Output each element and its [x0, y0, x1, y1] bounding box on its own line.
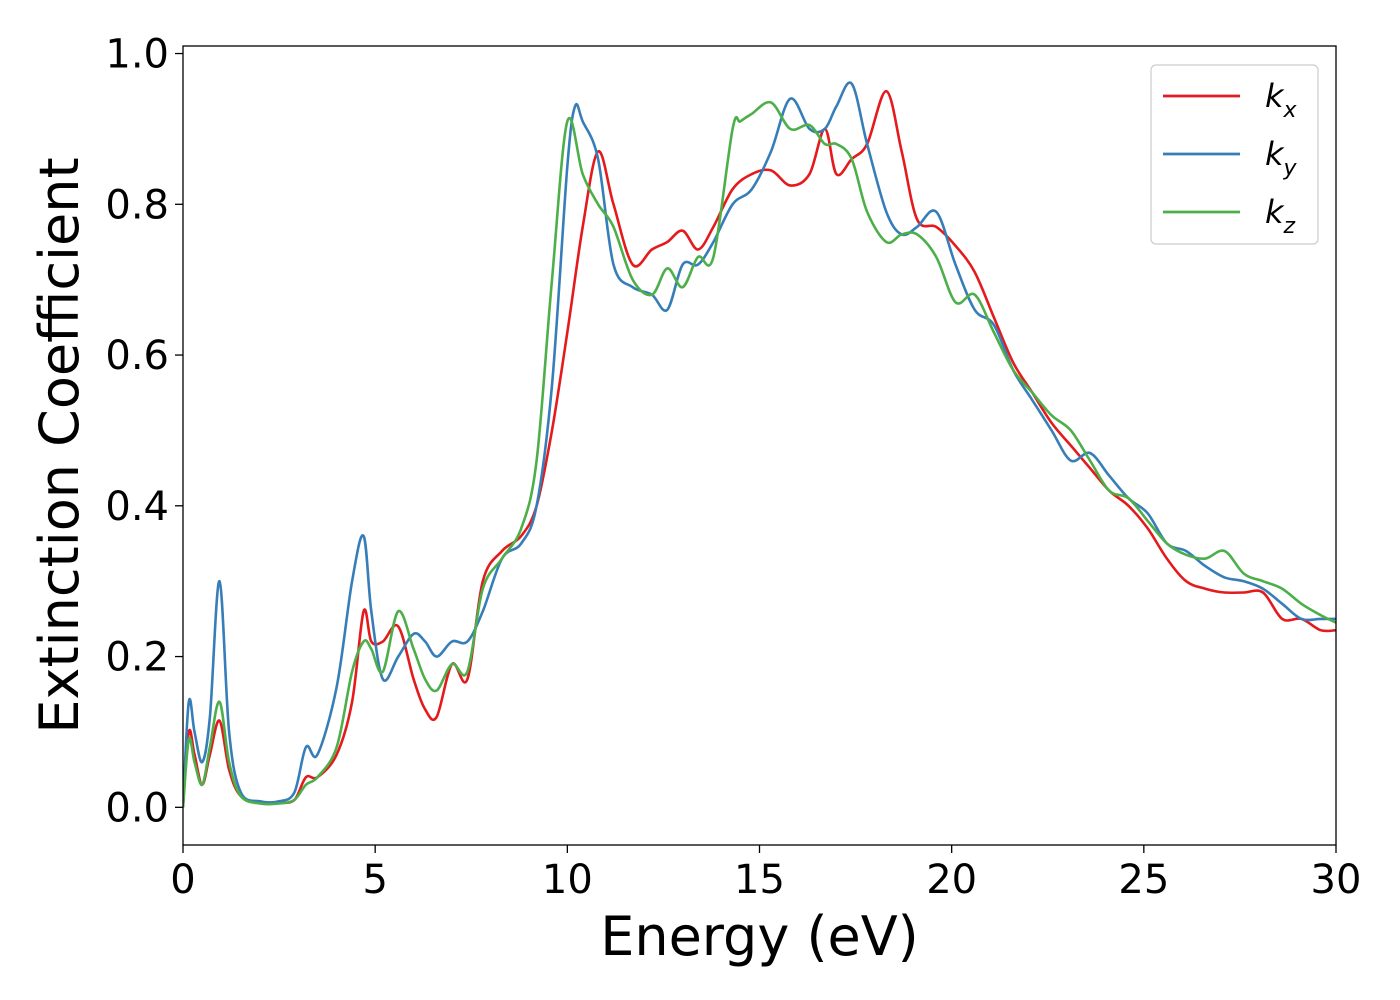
legend-label-main: k: [1265, 193, 1285, 231]
x-tick-label: 5: [362, 857, 387, 903]
y-tick-label: 0.0: [105, 785, 169, 831]
legend-entry-x: kx: [1265, 77, 1298, 123]
series-layer: [183, 81, 1336, 808]
legend-label-sub: y: [1283, 156, 1298, 181]
y-tick-label: 0.6: [105, 333, 169, 379]
x-tick-label: 15: [734, 857, 785, 903]
legend-entry-y: ky: [1265, 135, 1298, 181]
legend-label-sub: x: [1283, 98, 1298, 123]
x-tick-label: 30: [1311, 857, 1362, 903]
x-axis-ticks: 0 5 10 15 20 25 30: [170, 845, 1361, 903]
legend-label-main: k: [1265, 77, 1285, 115]
x-tick-label: 20: [926, 857, 977, 903]
y-tick-label: 0.8: [105, 182, 169, 228]
legend-label-sub: z: [1283, 214, 1296, 239]
legend-entry-z: kz: [1265, 193, 1296, 239]
x-tick-label: 25: [1118, 857, 1169, 903]
y-tick-label: 0.2: [105, 635, 169, 681]
x-tick-label: 10: [542, 857, 593, 903]
y-tick-label: 1.0: [105, 32, 169, 78]
y-axis-label: Extinction Coefficient: [28, 157, 91, 733]
legend-label-main: k: [1265, 135, 1285, 173]
series-line-z: [183, 100, 1336, 808]
y-axis-ticks: 0.0 0.2 0.4 0.6 0.8 1.0: [105, 32, 183, 831]
x-tick-label: 0: [170, 857, 195, 903]
y-tick-label: 0.4: [105, 484, 169, 530]
x-axis-label: Energy (eV): [600, 905, 919, 968]
